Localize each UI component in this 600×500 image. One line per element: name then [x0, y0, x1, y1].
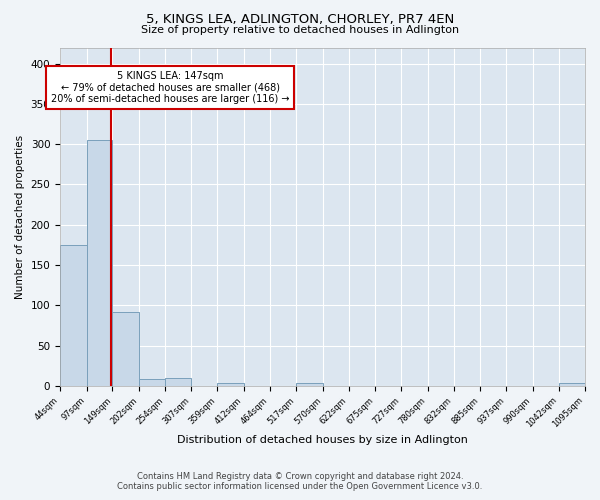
Bar [60, 245, 86, 386]
Y-axis label: Number of detached properties: Number of detached properties [15, 134, 25, 298]
Bar [217, 384, 244, 386]
Text: Contains HM Land Registry data © Crown copyright and database right 2024.
Contai: Contains HM Land Registry data © Crown c… [118, 472, 482, 491]
Bar [139, 380, 165, 386]
Bar [165, 378, 191, 386]
Bar [296, 382, 323, 386]
X-axis label: Distribution of detached houses by size in Adlington: Distribution of detached houses by size … [177, 435, 468, 445]
Text: 5 KINGS LEA: 147sqm
← 79% of detached houses are smaller (468)
20% of semi-detac: 5 KINGS LEA: 147sqm ← 79% of detached ho… [51, 71, 290, 104]
Bar [86, 140, 112, 386]
Bar [559, 384, 585, 386]
Text: Size of property relative to detached houses in Adlington: Size of property relative to detached ho… [141, 25, 459, 35]
Text: 5, KINGS LEA, ADLINGTON, CHORLEY, PR7 4EN: 5, KINGS LEA, ADLINGTON, CHORLEY, PR7 4E… [146, 12, 454, 26]
Bar [112, 312, 139, 386]
